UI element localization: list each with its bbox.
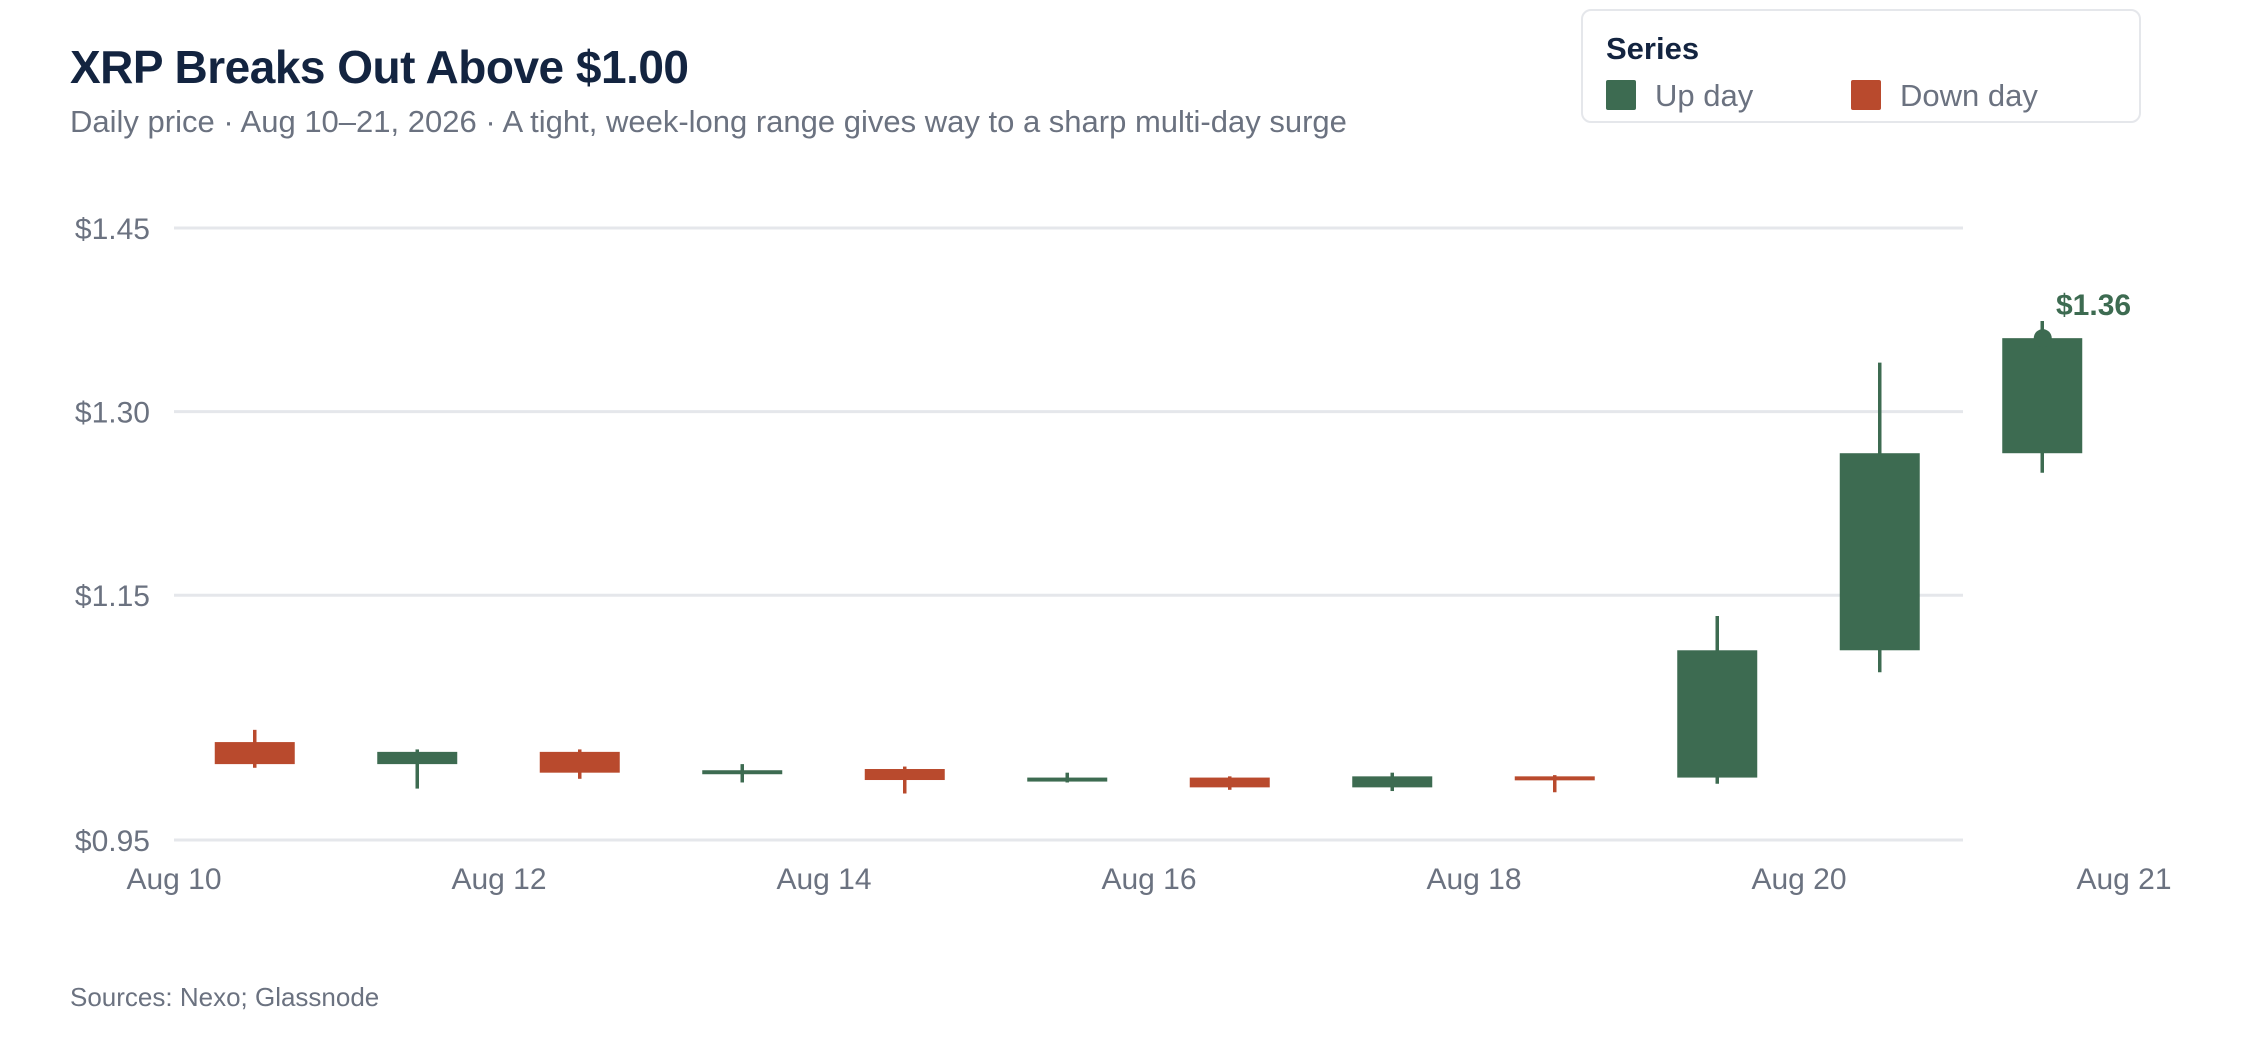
- last-price-marker: [2033, 329, 2052, 348]
- up-candle: [1839, 362, 1920, 673]
- legend-label-down-day: Down day: [1900, 78, 2038, 113]
- up-candle: [1677, 616, 1758, 784]
- down-candle: [214, 729, 295, 768]
- candle-body: [539, 751, 620, 773]
- candle-body: [1027, 777, 1108, 782]
- y-tick-label: $1.15: [75, 580, 150, 613]
- candle-layer: [214, 321, 2083, 794]
- up-candle: [702, 764, 783, 783]
- down-candle: [1514, 775, 1595, 793]
- legend: Series Up day Down day: [1581, 9, 2141, 123]
- down-candle: [864, 766, 945, 794]
- y-tick-label: $1.45: [75, 213, 150, 246]
- up-candle: [1352, 772, 1433, 792]
- candle-body: [702, 770, 783, 775]
- candle-body: [1839, 453, 1920, 651]
- x-tick-label: Aug 10: [126, 863, 221, 896]
- x-tick-label: Aug 20: [1751, 863, 1846, 896]
- down-candle: [1189, 776, 1270, 790]
- up-candle: [1027, 772, 1108, 783]
- y-tick-label: $0.95: [75, 825, 150, 858]
- candle-body: [377, 751, 458, 765]
- down-candle: [539, 749, 620, 779]
- candle-body: [2002, 338, 2083, 454]
- x-tick-label: Aug 16: [1101, 863, 1196, 896]
- candle-body: [214, 742, 295, 765]
- legend-title: Series: [1606, 31, 1700, 66]
- grid-layer: [174, 226, 1963, 842]
- x-tick-label: Aug 14: [776, 863, 871, 896]
- legend-swatch-down-day: [1851, 80, 1881, 110]
- chart-subtitle: Daily price · Aug 10–21, 2026 · A tight,…: [70, 104, 1347, 139]
- x-tick-label: Aug 12: [451, 863, 546, 896]
- up-candle: [377, 749, 458, 789]
- source-note: Sources: Nexo; Glassnode: [70, 982, 380, 1012]
- candle-body: [1352, 776, 1433, 788]
- label-layer: $0.95 $1.15 $1.30 $1.45 Aug 10 Aug 12 Aug 14 Au…: [75, 213, 2172, 896]
- legend-label-up-day: Up day: [1655, 78, 1754, 113]
- last-price-label: $1.36: [2056, 289, 2131, 322]
- chart-title: XRP Breaks Out Above $1.00: [70, 41, 689, 93]
- x-tick-label: Aug 18: [1426, 863, 1521, 896]
- y-tick-label: $1.30: [75, 397, 150, 430]
- candle-body: [1189, 777, 1270, 788]
- legend-swatch-up-day: [1606, 80, 1636, 110]
- candle-body: [1514, 776, 1595, 781]
- up-candle: [2002, 321, 2083, 473]
- x-tick-label: Aug 21: [2076, 863, 2171, 896]
- candle-body: [1677, 650, 1758, 778]
- candle-body: [864, 769, 945, 781]
